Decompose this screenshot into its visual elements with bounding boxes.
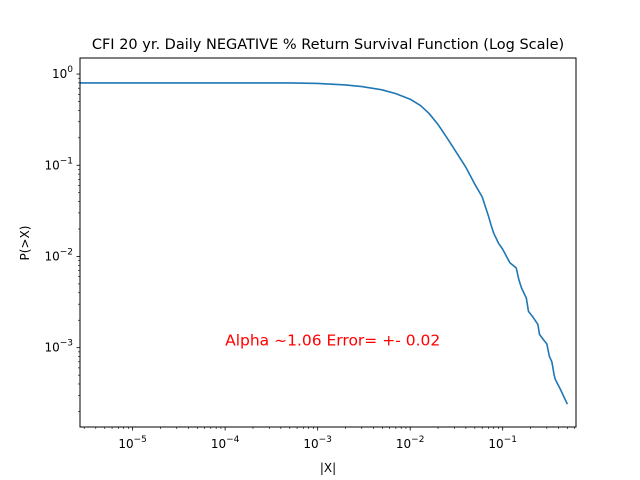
- x-tick-label: 10−4: [211, 435, 240, 451]
- x-axis-label: |X|: [320, 461, 336, 475]
- chart-title: CFI 20 yr. Daily NEGATIVE % Return Survi…: [92, 37, 564, 53]
- survival-curve-line: [80, 82, 569, 405]
- x-tick-label: 10−2: [396, 435, 425, 451]
- y-tick-label: 10−3: [44, 339, 73, 355]
- alpha-annotation: Alpha ~1.06 Error= +- 0.02: [225, 332, 440, 350]
- y-axis-ticks: 100 10−1 10−2 10−3: [44, 65, 80, 412]
- x-tick-label: 10−5: [118, 435, 147, 451]
- y-axis-label: P(>X): [18, 226, 32, 261]
- x-axis-ticks: 10−5 10−4 10−3 10−2 10−1: [83, 427, 575, 451]
- y-tick-label: 100: [52, 65, 73, 81]
- y-tick-label: 10−1: [44, 156, 73, 172]
- y-tick-label: 10−2: [44, 247, 73, 263]
- x-tick-label: 10−3: [303, 435, 332, 451]
- plot-area: [80, 82, 569, 405]
- x-tick-label: 10−1: [488, 435, 517, 451]
- axes-frame: [79, 57, 577, 428]
